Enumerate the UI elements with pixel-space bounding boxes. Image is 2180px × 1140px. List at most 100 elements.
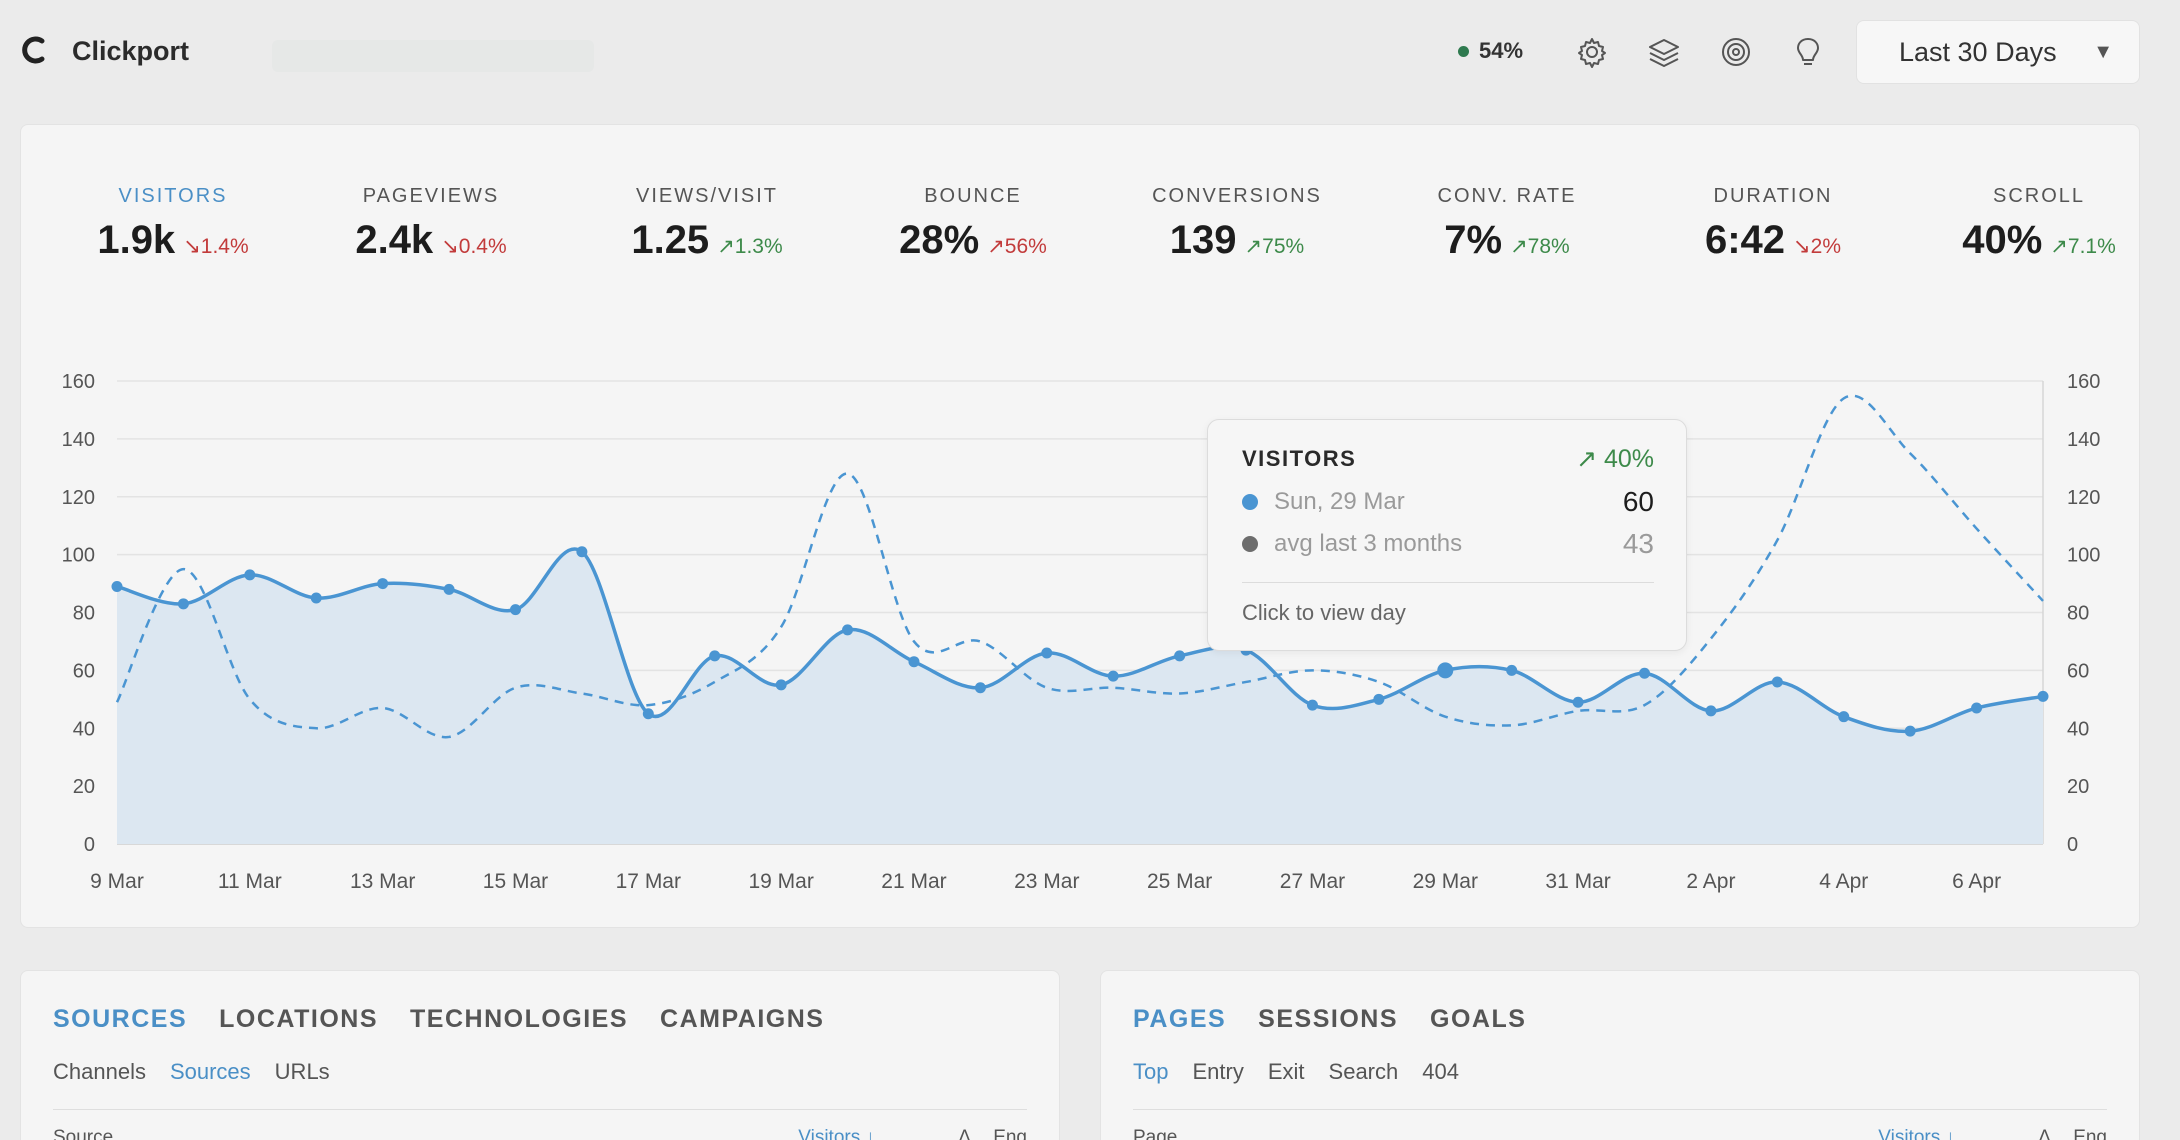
tab-campaigns[interactable]: CAMPAIGNS (660, 1005, 825, 1033)
x-tick-label: 2 Apr (1686, 870, 1735, 893)
visitors-data-point (1506, 664, 1518, 676)
subtab-entry[interactable]: Entry (1192, 1059, 1244, 1084)
kpi-change: ↗1.3% (717, 235, 783, 258)
column-header-visitors[interactable]: Visitors ↓ (1878, 1127, 1955, 1140)
visitors-chart[interactable]: 0 0 20 20 40 40 60 60 80 80 100 100 120 120 140 140 160 1… (21, 125, 2141, 929)
kpi-label: PAGEVIEWS (362, 185, 500, 207)
tooltip-title: VISITORS (1242, 446, 1357, 471)
visitors-data-point (1639, 667, 1651, 679)
visitors-data-point (1107, 670, 1119, 682)
subtab-search[interactable]: Search (1328, 1059, 1399, 1084)
x-tick-label: 9 Mar (90, 870, 144, 893)
previous-series-dot-icon (1242, 536, 1258, 552)
sources-table-header: Source Visitors ↓ Δ Eng (53, 1127, 1027, 1140)
y-tick-label-right: 0 (2067, 834, 2078, 856)
kpi-change: ↗75% (1244, 235, 1305, 258)
visitors-data-point (1373, 693, 1385, 705)
tooltip-current-label: Sun, 29 Mar (1274, 488, 1405, 515)
sources-subtabs: Channels Sources URLs (53, 1059, 330, 1085)
sources-tabs: SOURCES LOCATIONS TECHNOLOGIES CAMPAIGNS (53, 1005, 824, 1034)
visitors-data-point (244, 569, 256, 581)
kpi-conv-rate[interactable]: CONV. RATE 7% ↗78% (1387, 185, 1627, 263)
tab-pages[interactable]: PAGES (1133, 1005, 1227, 1033)
layers-icon[interactable] (1646, 34, 1682, 70)
column-header-eng[interactable]: Eng (2073, 1127, 2107, 1140)
tooltip-divider (1242, 582, 1654, 583)
y-tick-label-right: 60 (2067, 660, 2089, 682)
kpi-value: 40% (1962, 218, 2043, 262)
kpi-scroll[interactable]: SCROLL 40% ↗7.1% (1919, 185, 2159, 263)
tab-technologies[interactable]: TECHNOLOGIES (410, 1005, 629, 1033)
y-tick-label-left: 40 (73, 718, 95, 740)
clickport-logo-icon[interactable] (22, 36, 46, 64)
kpi-views-per-visit[interactable]: VIEWS/VISIT 1.25 ↗1.3% (597, 185, 817, 263)
x-tick-label: 23 Mar (1014, 870, 1079, 893)
y-tick-label-left: 100 (62, 545, 95, 567)
y-tick-label-right: 160 (2067, 371, 2100, 393)
x-tick-label: 19 Mar (748, 870, 813, 893)
x-tick-label: 25 Mar (1147, 870, 1212, 893)
kpi-value: 28% (899, 218, 980, 262)
visitors-data-point (642, 708, 654, 720)
gear-icon[interactable] (1574, 34, 1610, 70)
target-icon[interactable] (1718, 34, 1754, 70)
kpi-value: 1.25 (631, 218, 710, 262)
tooltip-previous-row: avg last 3 months 43 (1242, 528, 1654, 560)
x-tick-label: 17 Mar (616, 870, 681, 893)
kpi-pageviews[interactable]: PAGEVIEWS 2.4k ↘0.4% (321, 185, 541, 263)
tab-locations[interactable]: LOCATIONS (219, 1005, 379, 1033)
tab-goals[interactable]: GOALS (1430, 1005, 1527, 1033)
live-indicator[interactable]: 54% (1458, 38, 1523, 64)
visitors-data-point (1041, 647, 1053, 659)
x-tick-label: 4 Apr (1819, 870, 1868, 893)
kpi-value: 6:42 (1704, 218, 1786, 262)
kpi-duration[interactable]: DURATION 6:42 ↘2% (1653, 185, 1893, 263)
y-tick-label-left: 140 (62, 429, 95, 451)
pages-panel: PAGES SESSIONS GOALS Top Entry Exit Sear… (1100, 970, 2140, 1140)
column-header-eng[interactable]: Eng (993, 1127, 1027, 1140)
date-range-select[interactable]: Last 30 Days ▼ (1856, 20, 2140, 84)
kpi-value: 2.4k (355, 218, 434, 262)
x-tick-label: 29 Mar (1413, 870, 1478, 893)
lightbulb-icon[interactable] (1790, 34, 1826, 70)
y-tick-label-right: 40 (2067, 718, 2089, 740)
y-tick-label-right: 80 (2067, 603, 2089, 625)
visitors-data-point (1306, 699, 1318, 711)
subtab-channels[interactable]: Channels (53, 1059, 146, 1084)
kpi-change: ↗56% (987, 235, 1047, 258)
y-tick-label-left: 60 (73, 660, 95, 682)
kpi-visitors[interactable]: VISITORS 1.9k ↘1.4% (73, 185, 273, 263)
x-tick-label: 15 Mar (483, 870, 548, 893)
live-percent: 54% (1479, 38, 1524, 63)
kpi-change: ↗7.1% (2050, 235, 2116, 258)
visitors-data-point (1572, 696, 1584, 708)
column-header-delta[interactable]: Δ (2038, 1127, 2051, 1140)
app-name[interactable]: Clickport (72, 36, 190, 66)
kpi-conversions[interactable]: CONVERSIONS 139 ↗75% (1117, 185, 1357, 263)
pages-tabs: PAGES SESSIONS GOALS (1133, 1005, 1526, 1034)
kpi-value: 1.9k (97, 218, 176, 262)
subtab-404[interactable]: 404 (1422, 1059, 1459, 1084)
subtab-top[interactable]: Top (1133, 1059, 1169, 1084)
column-header-delta[interactable]: Δ (958, 1127, 971, 1140)
kpi-label: VIEWS/VISIT (635, 185, 779, 207)
kpi-label: CONV. RATE (1437, 185, 1577, 207)
visitors-data-point (1904, 725, 1916, 737)
tab-sessions[interactable]: SESSIONS (1258, 1005, 1398, 1033)
tooltip-previous-value: 43 (1622, 528, 1654, 559)
y-tick-label-left: 80 (73, 603, 95, 625)
subtab-exit[interactable]: Exit (1267, 1059, 1305, 1084)
tooltip-view-day-link[interactable]: Click to view day (1242, 600, 1406, 625)
kpi-bounce[interactable]: BOUNCE 28% ↗56% (863, 185, 1083, 263)
tab-sources[interactable]: SOURCES (53, 1005, 188, 1033)
visitors-data-point (177, 598, 189, 610)
subtab-urls[interactable]: URLs (274, 1059, 330, 1084)
divider (53, 1109, 1027, 1110)
date-range-label: Last 30 Days (1899, 36, 2057, 67)
tooltip-current-row: Sun, 29 Mar 60 (1242, 486, 1654, 518)
site-url-placeholder (272, 40, 594, 72)
column-header-visitors[interactable]: Visitors ↓ (798, 1127, 875, 1140)
x-tick-label: 6 Apr (1952, 870, 2001, 893)
pages-subtabs: Top Entry Exit Search 404 (1133, 1059, 1459, 1085)
subtab-sources[interactable]: Sources (169, 1059, 251, 1084)
